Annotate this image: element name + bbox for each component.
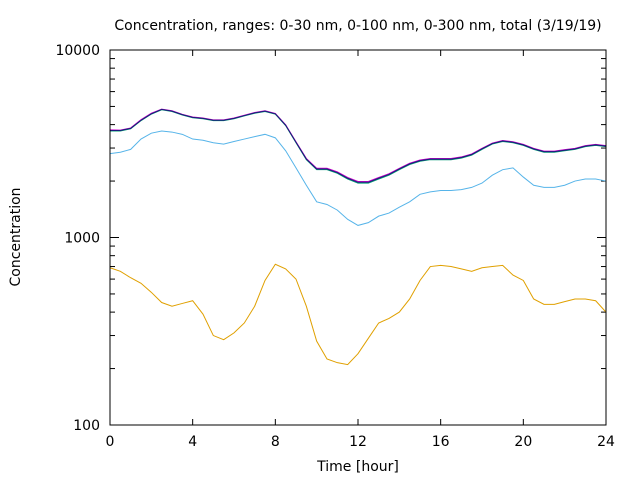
minor-ticks: [110, 58, 606, 370]
y-tick-label: 1000: [64, 231, 100, 247]
series-line-1: [109, 263, 607, 366]
x-tick-label: 24: [597, 434, 615, 450]
chart-title: Concentration, ranges: 0-30 nm, 0-100 nm…: [114, 18, 601, 34]
x-tick-label: 20: [514, 434, 532, 450]
x-tick-label: 16: [432, 434, 450, 450]
x-tick-label: 8: [271, 434, 280, 450]
series-line-2: [109, 130, 607, 226]
y-tick-label: 100: [73, 418, 100, 434]
y-axis-label: Concentration: [8, 187, 24, 286]
x-tick-label: 0: [106, 434, 115, 450]
x-axis-label: Time [hour]: [316, 459, 399, 475]
y-tick-label: 10000: [55, 43, 100, 59]
x-axis-ticks: 0 4 8 12 16 20 24: [106, 50, 615, 450]
series-layer: [109, 108, 607, 366]
x-tick-label: 4: [188, 434, 197, 450]
series-line-5: [110, 108, 607, 183]
plot-frame: [109, 49, 607, 426]
y-axis-ticks: 100 1000 10000: [55, 43, 606, 434]
x-tick-label: 12: [349, 434, 367, 450]
